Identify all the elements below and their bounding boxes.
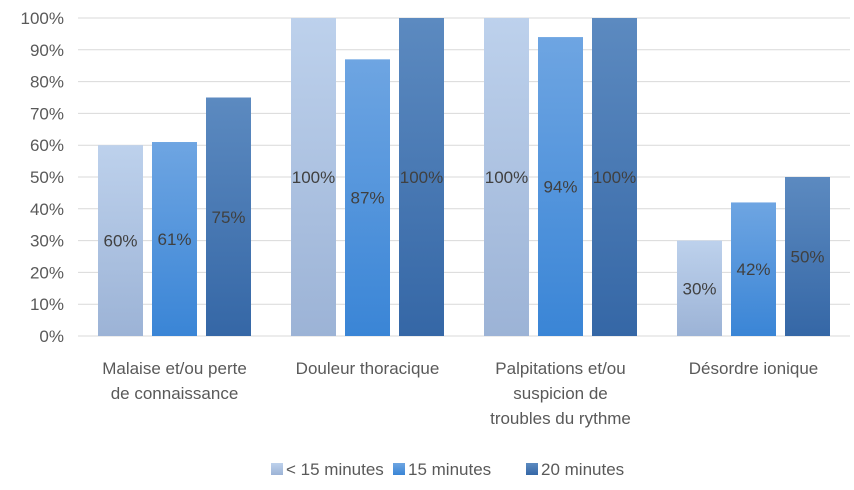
y-tick-label: 50% [30,168,64,187]
bar [677,240,722,336]
y-tick-label: 100% [21,9,64,28]
data-label: 60% [103,232,137,251]
data-label: 100% [292,168,335,187]
data-label: 100% [593,168,636,187]
bar [399,18,444,336]
bar [345,59,390,337]
bar [538,37,583,336]
data-label: 100% [485,168,528,187]
category-label: Malaise et/ou perte [102,359,247,378]
legend-label: 15 minutes [408,460,491,479]
category-label: Douleur thoracique [296,359,440,378]
legend-swatch [393,463,405,475]
data-label: 94% [543,178,577,197]
legend-swatch [526,463,538,475]
data-label: 100% [400,168,443,187]
y-axis-ticks: 0% 10% 20% 30% 40% 50% 60% 70% 80% 90% 100% [21,9,64,346]
data-label: 50% [790,248,824,267]
bar [592,18,637,336]
data-label: 87% [350,189,384,208]
data-label: 61% [157,230,191,249]
category-label: Désordre ionique [689,359,818,378]
y-tick-label: 60% [30,136,64,155]
y-tick-label: 80% [30,73,64,92]
legend-swatch [271,463,283,475]
bar [785,177,830,336]
bar [152,142,197,336]
data-label: 30% [682,279,716,298]
y-tick-label: 20% [30,263,64,282]
data-labels: 60% 61% 75% 100% 87% 100% 100% 94% 100% 30% 42% 50% [103,168,824,298]
y-tick-label: 10% [30,295,64,314]
legend-label: < 15 minutes [286,460,384,479]
category-label: troubles du rythme [490,409,631,428]
y-tick-label: 0% [39,327,64,346]
category-label: Palpitations et/ou [495,359,625,378]
y-tick-label: 70% [30,104,64,123]
bar [484,18,529,336]
y-tick-label: 90% [30,41,64,60]
category-label: suspicion de [513,384,608,403]
bar [731,202,776,336]
bar [206,97,251,336]
data-label: 75% [211,208,245,227]
category-labels: Malaise et/ou perte de connaissance Douleu… [102,359,818,428]
y-tick-label: 40% [30,200,64,219]
bar [291,18,336,336]
category-label: de connaissance [111,384,239,403]
y-tick-label: 30% [30,232,64,251]
legend-label: 20 minutes [541,460,624,479]
data-label: 42% [736,260,770,279]
legend: < 15 minutes 15 minutes 20 minutes [271,460,624,479]
bars [98,18,830,337]
bar [98,145,143,336]
